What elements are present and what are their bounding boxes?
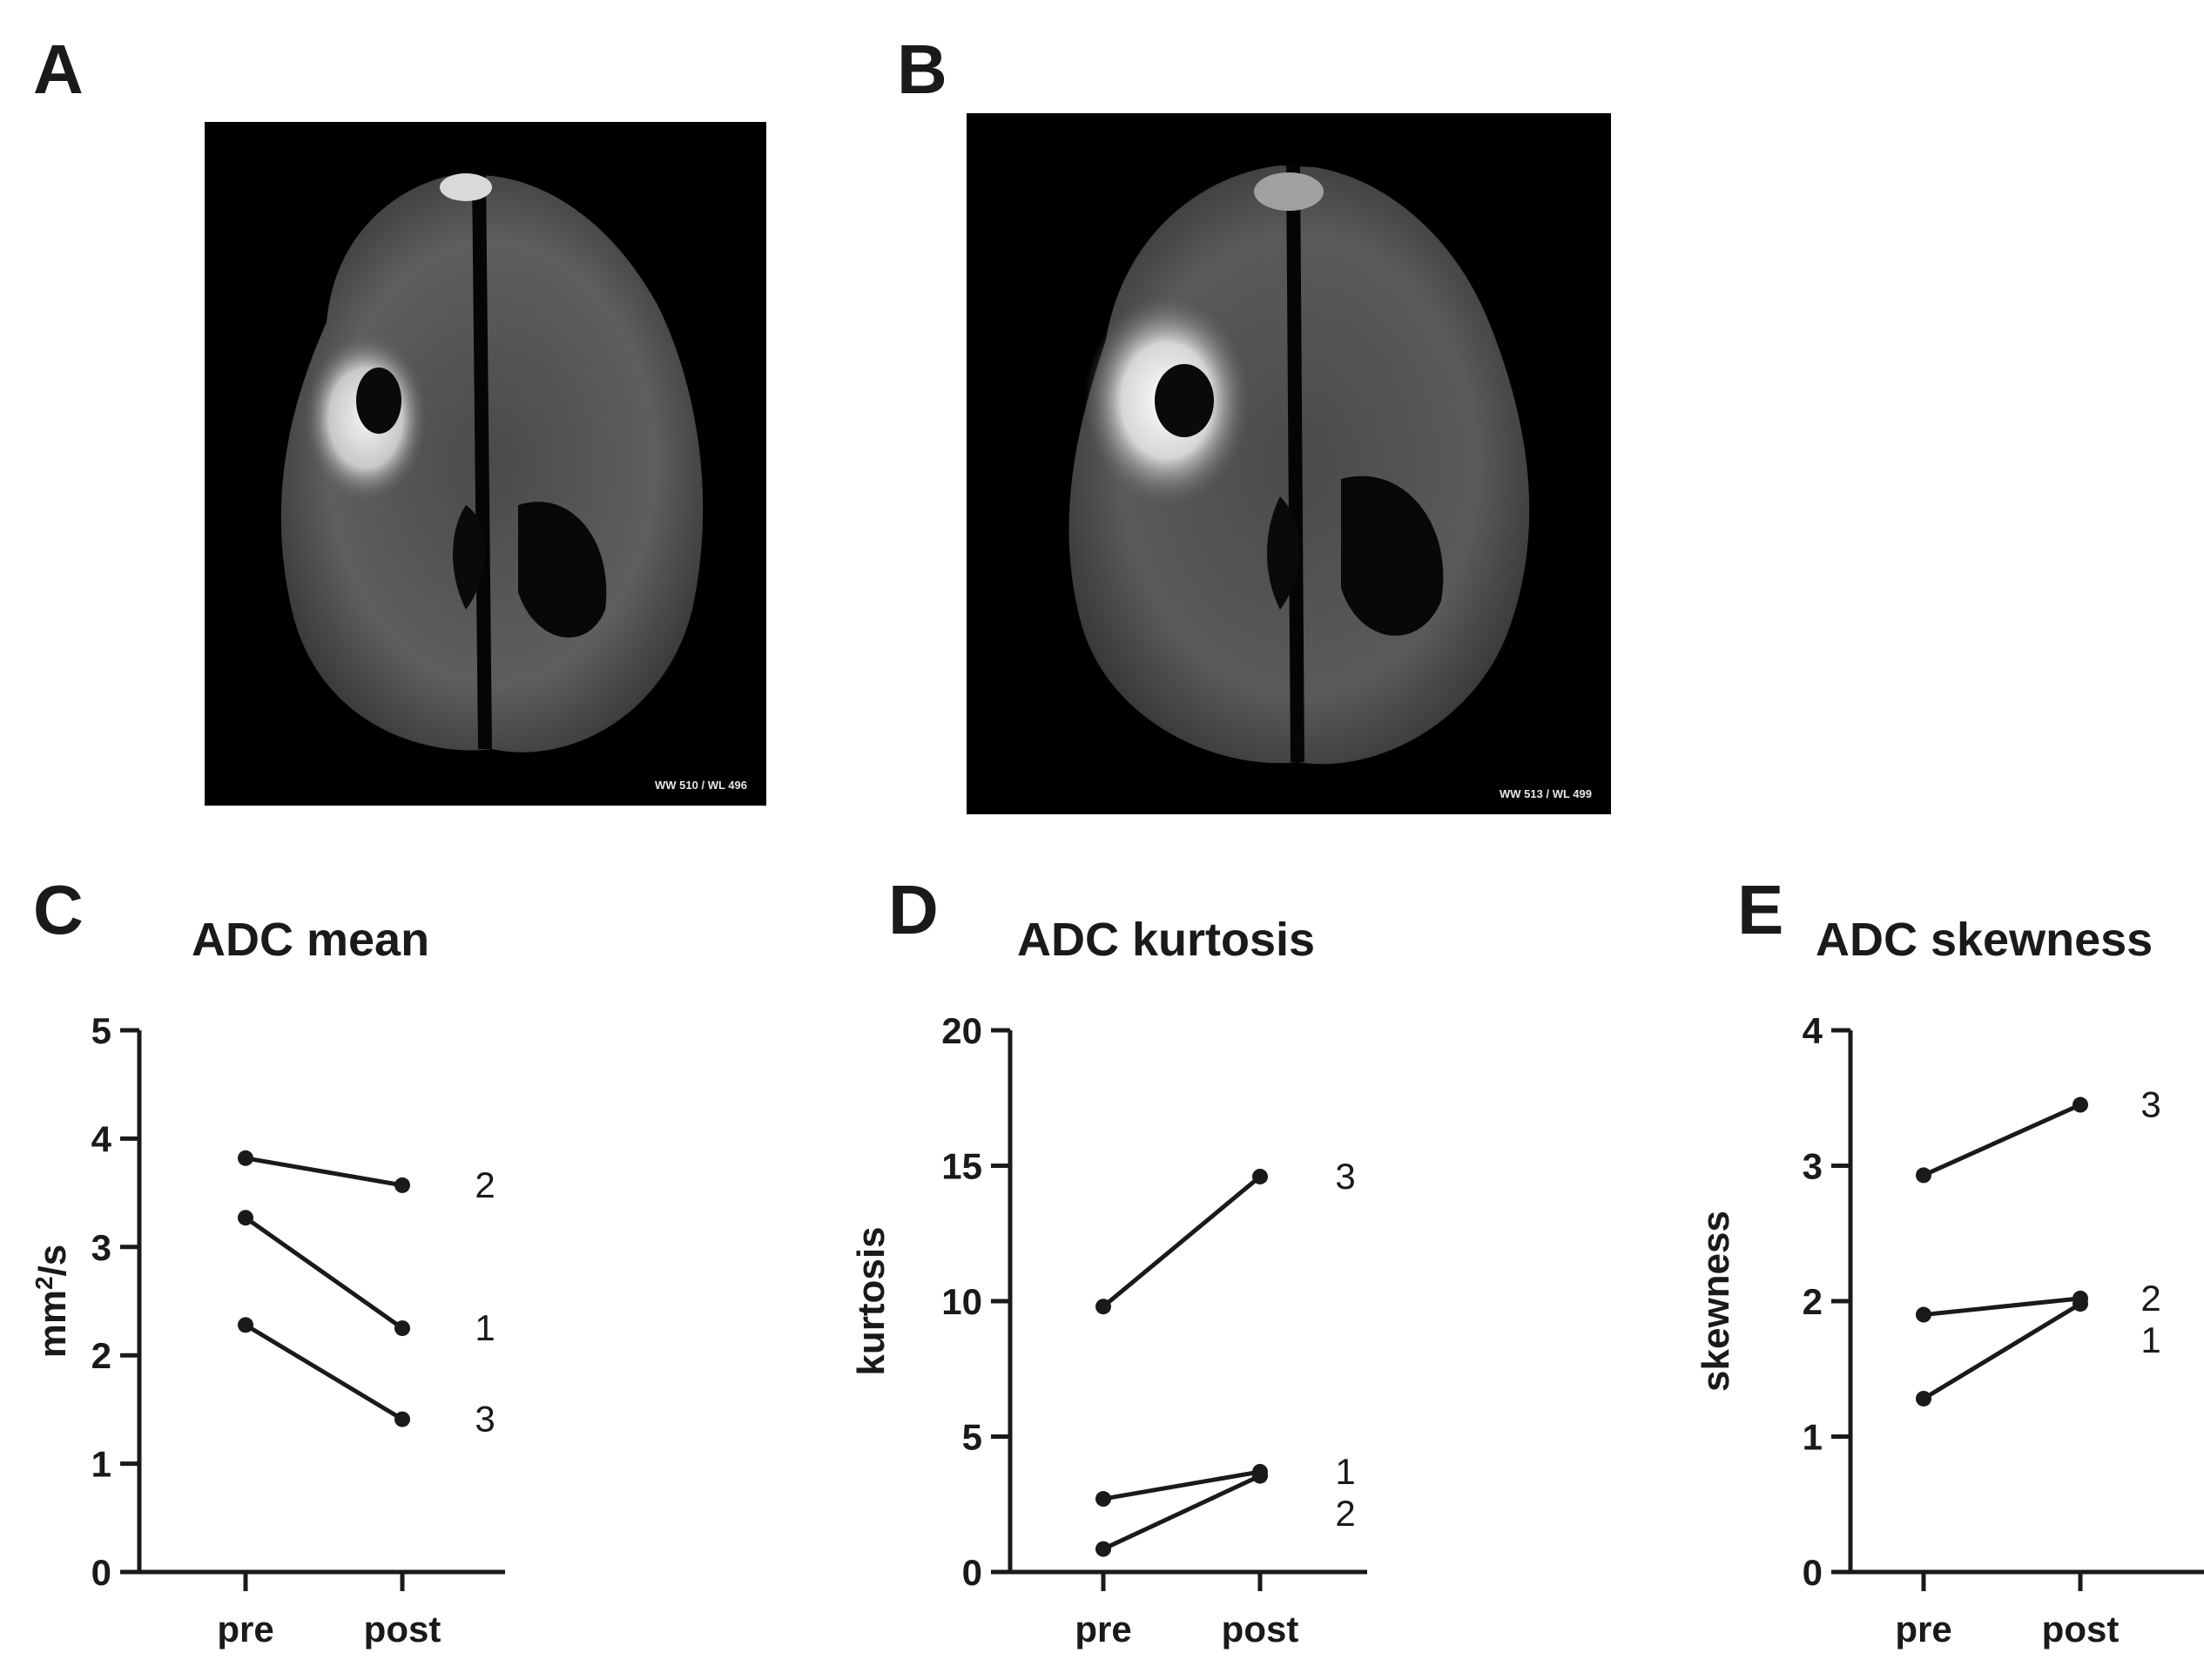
y-tick-label-d-2: 10	[941, 1281, 982, 1322]
y-tick-label-e-4: 4	[1803, 1010, 1823, 1051]
chart-title-e: ADC skewness	[1816, 914, 2153, 966]
series-label-d-1: 1	[1335, 1451, 1355, 1492]
mri-image-b: WW 513 / WL 499	[967, 113, 1611, 814]
y-tick-label-e-1: 1	[1803, 1417, 1823, 1458]
data-point-d-3-post	[1252, 1168, 1268, 1184]
x-tick-label-c-pre: pre	[217, 1609, 273, 1650]
series-line-c-3	[244, 1323, 404, 1421]
y-tick-label-e-3: 3	[1803, 1146, 1823, 1187]
chart-title-c: ADC mean	[192, 914, 430, 966]
series-label-d-2: 2	[1335, 1493, 1355, 1534]
series-label-e-2: 2	[2140, 1278, 2160, 1319]
data-point-c-3-pre	[238, 1317, 253, 1333]
y-tick-label-c-0: 0	[91, 1552, 111, 1593]
data-point-d-2-post	[1252, 1467, 1268, 1484]
x-tick-label-e-pre: pre	[1895, 1609, 1951, 1650]
data-point-e-3-pre	[1916, 1167, 1931, 1184]
data-point-c-2-post	[394, 1177, 410, 1193]
y-tick-label-c-2: 2	[91, 1335, 111, 1376]
y-tick-label-d-0: 0	[962, 1552, 982, 1593]
y-tick-label-c-5: 5	[91, 1010, 111, 1051]
series-line-e-2	[1923, 1296, 2081, 1318]
series-line-d-2	[1102, 1474, 1262, 1551]
series-line-c-2	[245, 1156, 403, 1188]
y-tick-label-c-1: 1	[91, 1444, 111, 1485]
data-point-d-1-pre	[1095, 1491, 1111, 1508]
mri-image-a: WW 510 / WL 496	[205, 122, 766, 806]
mri-overlay-text-b: WW 513 / WL 499	[1500, 787, 1592, 800]
data-point-e-3-post	[2073, 1096, 2088, 1113]
series-line-d-1	[1102, 1469, 1261, 1501]
data-point-e-1-pre	[1916, 1390, 1931, 1407]
data-point-c-1-pre	[238, 1210, 253, 1226]
x-tick-label-e-post: post	[2042, 1609, 2120, 1650]
series-line-e-1	[1922, 1301, 2082, 1401]
series-line-e-3	[1922, 1103, 2082, 1177]
data-point-e-2-post	[2073, 1290, 2088, 1306]
series-line-d-3	[1102, 1175, 1262, 1309]
data-point-d-3-pre	[1095, 1299, 1111, 1315]
panel-label-b: B	[897, 30, 947, 108]
mri-overlay-text-a: WW 510 / WL 496	[655, 779, 747, 792]
y-tick-label-e-0: 0	[1803, 1552, 1823, 1593]
data-point-d-2-pre	[1095, 1541, 1111, 1557]
data-point-c-3-post	[394, 1411, 410, 1427]
panel-label-c: C	[33, 871, 84, 948]
series-label-c-1: 1	[475, 1307, 495, 1348]
chart-title-d: ADC kurtosis	[1017, 914, 1316, 966]
data-point-e-2-pre	[1916, 1306, 1931, 1323]
panel-label-e: E	[1737, 871, 1784, 948]
y-tick-label-d-3: 15	[941, 1146, 982, 1187]
y-axis-label-d: kurtosis	[850, 1226, 893, 1375]
data-point-c-2-pre	[238, 1150, 253, 1166]
y-axis-label-e: skewness	[1695, 1211, 1737, 1392]
y-tick-label-c-4: 4	[91, 1118, 112, 1159]
panel-label-d: D	[888, 871, 939, 948]
series-label-d-3: 3	[1335, 1156, 1355, 1197]
y-tick-label-d-4: 20	[941, 1010, 982, 1051]
y-axis-label-c: mm2/s	[30, 1245, 75, 1359]
y-tick-label-d-1: 5	[962, 1417, 982, 1458]
x-tick-label-d-post: post	[1222, 1609, 1299, 1650]
series-label-e-1: 1	[2140, 1319, 2160, 1360]
y-tick-label-c-3: 3	[91, 1227, 111, 1268]
x-tick-label-d-pre: pre	[1075, 1609, 1131, 1650]
panel-label-a: A	[33, 30, 84, 108]
series-label-c-2: 2	[475, 1164, 495, 1205]
y-tick-label-e-2: 2	[1803, 1281, 1823, 1322]
series-label-c-3: 3	[475, 1399, 495, 1440]
data-point-c-1-post	[394, 1320, 410, 1337]
series-line-c-1	[244, 1216, 404, 1331]
x-tick-label-c-post: post	[364, 1609, 441, 1650]
series-label-e-3: 3	[2140, 1084, 2160, 1125]
